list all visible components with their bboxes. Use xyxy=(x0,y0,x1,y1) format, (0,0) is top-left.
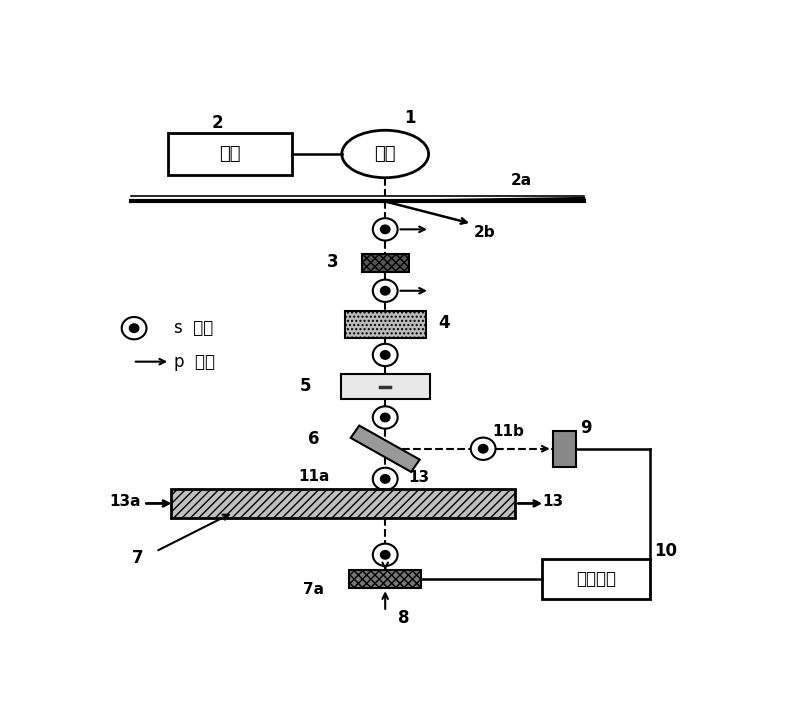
Text: 13: 13 xyxy=(409,471,430,485)
Text: 2a: 2a xyxy=(511,173,532,188)
Text: 9: 9 xyxy=(580,418,591,436)
Circle shape xyxy=(478,444,488,453)
Text: 2b: 2b xyxy=(474,225,495,240)
Text: 1: 1 xyxy=(404,109,416,127)
Bar xyxy=(542,559,650,600)
Text: 7: 7 xyxy=(131,549,143,567)
Bar xyxy=(168,133,292,175)
Text: 2: 2 xyxy=(212,115,224,132)
Circle shape xyxy=(130,324,139,332)
Text: p  偏振: p 偏振 xyxy=(174,352,215,370)
Text: 6: 6 xyxy=(308,430,320,448)
Circle shape xyxy=(381,413,390,422)
Polygon shape xyxy=(350,426,420,472)
Text: 13: 13 xyxy=(542,494,563,509)
Circle shape xyxy=(381,351,390,359)
Text: 7a: 7a xyxy=(303,582,325,597)
Circle shape xyxy=(381,550,390,559)
Text: 11a: 11a xyxy=(298,469,330,484)
Bar xyxy=(553,431,576,467)
Text: 4: 4 xyxy=(438,314,450,332)
Text: 5: 5 xyxy=(300,377,311,394)
Bar xyxy=(350,571,421,588)
Text: 光源: 光源 xyxy=(374,145,396,163)
Circle shape xyxy=(381,475,390,483)
Bar xyxy=(171,489,515,518)
Text: 11b: 11b xyxy=(492,425,524,439)
Text: 电源: 电源 xyxy=(219,145,241,163)
Text: s  偏振: s 偏振 xyxy=(174,319,214,337)
Bar xyxy=(341,375,430,399)
Text: 8: 8 xyxy=(398,610,410,627)
Text: 13a: 13a xyxy=(109,494,141,509)
Bar xyxy=(362,254,409,272)
Text: 控制模块: 控制模块 xyxy=(576,571,616,589)
Circle shape xyxy=(381,225,390,233)
Text: 3: 3 xyxy=(326,253,338,270)
Bar xyxy=(345,311,426,338)
Text: 10: 10 xyxy=(654,542,678,560)
Circle shape xyxy=(381,286,390,295)
